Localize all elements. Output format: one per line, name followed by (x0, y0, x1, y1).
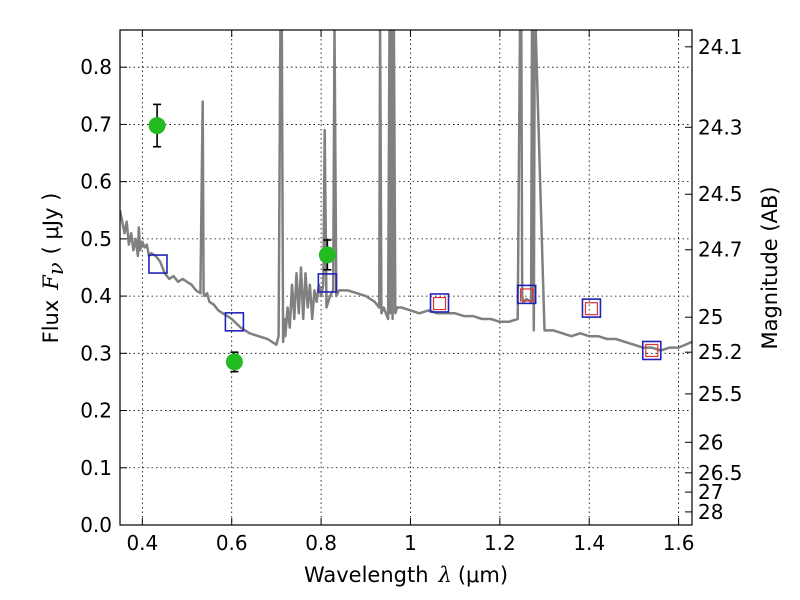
y2-tick-label: 25 (698, 305, 723, 329)
axis-ticks: 0.4 0.6 0.8 1 1.2 1.4 1.6 0.0 0.1 0.2 0.3 0.4 0.5 0.6… (80, 30, 743, 555)
synthetic-flux-square (317, 273, 338, 293)
y2-tick-label: 24.5 (698, 182, 743, 206)
x-tick-label: 0.6 (216, 531, 248, 555)
x-tick-label: 1.4 (573, 531, 605, 555)
y-tick-label: 0.5 (80, 227, 112, 251)
y2-tick-label: 25.2 (698, 340, 743, 364)
y2-tick-label: 27 (698, 480, 723, 504)
synthetic-flux-square (516, 284, 537, 305)
model-flux-inner-square (432, 296, 447, 311)
y-tick-label: 0.0 (80, 513, 112, 537)
y-tick-label: 0.7 (80, 112, 112, 136)
x-tick-label: 1.6 (663, 531, 695, 555)
y2-tick-label: 24.1 (698, 35, 743, 59)
x-tick-label: 0.4 (126, 531, 158, 555)
synthetic-flux-square (581, 298, 602, 318)
synthetic-flux-square (641, 340, 662, 361)
synthetic-flux-square (224, 312, 245, 332)
plot-frame (119, 29, 693, 526)
y2-tick-label: 24.3 (698, 115, 743, 139)
observed-flux-point (225, 353, 243, 371)
observed-flux-point (318, 246, 336, 264)
y-axis-label: FluxFν( μJy ) (39, 193, 68, 344)
x-tick-label: 1 (404, 531, 417, 555)
y2-tick-label: 24.7 (698, 238, 743, 262)
y2-axis-label: Magnitude (AB) (758, 186, 782, 349)
model-spectrum-line (120, 30, 692, 352)
y-tick-label: 0.4 (80, 284, 112, 308)
y2-tick-label: 26 (698, 430, 723, 454)
grid-lines (120, 30, 692, 526)
y-tick-label: 0.6 (80, 170, 112, 194)
y2-tick-label: 28 (698, 500, 723, 524)
synthetic-flux-square (148, 254, 168, 274)
synthetic-flux-square (429, 293, 450, 313)
y-tick-label: 0.8 (80, 55, 112, 79)
y-tick-label: 0.2 (80, 399, 112, 423)
y-tick-label: 0.3 (80, 341, 112, 365)
x-tick-label: 1.2 (484, 531, 516, 555)
y2-tick-label: 26.5 (698, 461, 743, 485)
x-tick-label: 0.8 (305, 531, 337, 555)
x-axis-label: Wavelength λ (μm) (304, 563, 508, 587)
model-flux-inner-square (520, 288, 534, 302)
model-flux-inner-square (584, 302, 599, 316)
y-tick-label: 0.1 (80, 456, 112, 480)
model-flux-inner-square (645, 343, 659, 358)
observed-flux-point (148, 117, 166, 135)
y2-tick-label: 25.5 (698, 382, 743, 406)
